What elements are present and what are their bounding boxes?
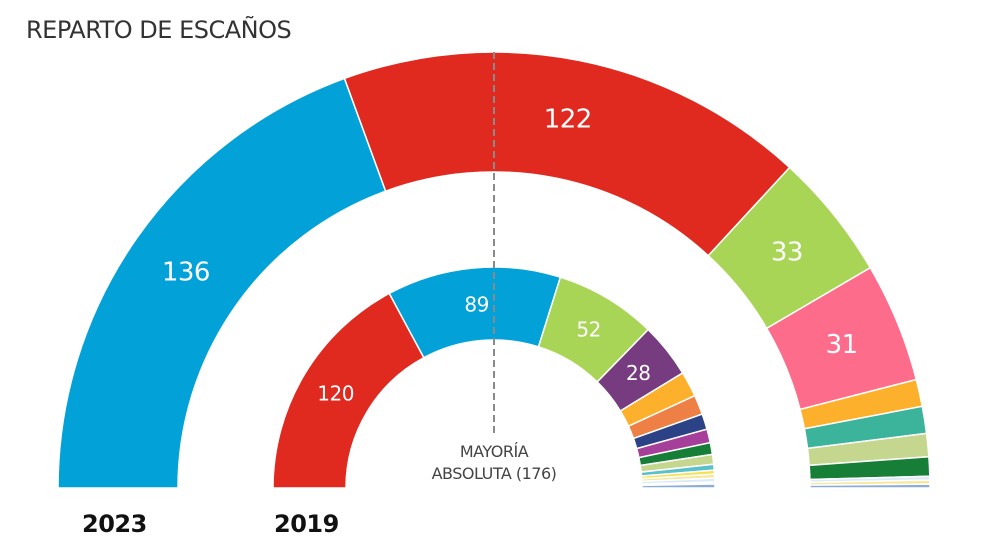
segment-2023-1 [343,51,791,257]
year-label-2019: 2019 [274,510,339,538]
chart-title: REPARTO DE ESCAÑOS [26,16,292,44]
segment-label-2019-2: 52 [576,318,600,342]
segment-label-2023-0: 136 [162,257,210,287]
segment-label-2023-2: 33 [771,237,803,267]
segment-label-2023-3: 31 [826,330,858,360]
segment-label-2019-0: 120 [317,381,354,405]
majority-label-line2: ABSOLUTA (176) [431,464,557,483]
segment-label-2023-1: 122 [544,104,592,134]
segment-label-2019-1: 89 [464,292,488,316]
majority-label-line1: MAYORÍA [459,442,529,461]
year-label-2023: 2023 [82,510,147,538]
ring-2019 [272,266,716,489]
segment-2023-10 [809,483,931,489]
majority-label: MAYORÍA ABSOLUTA (176) [400,441,588,485]
ring-2023 [57,51,931,489]
segment-2019-15 [641,483,716,489]
segment-label-2019-3: 28 [626,361,650,385]
